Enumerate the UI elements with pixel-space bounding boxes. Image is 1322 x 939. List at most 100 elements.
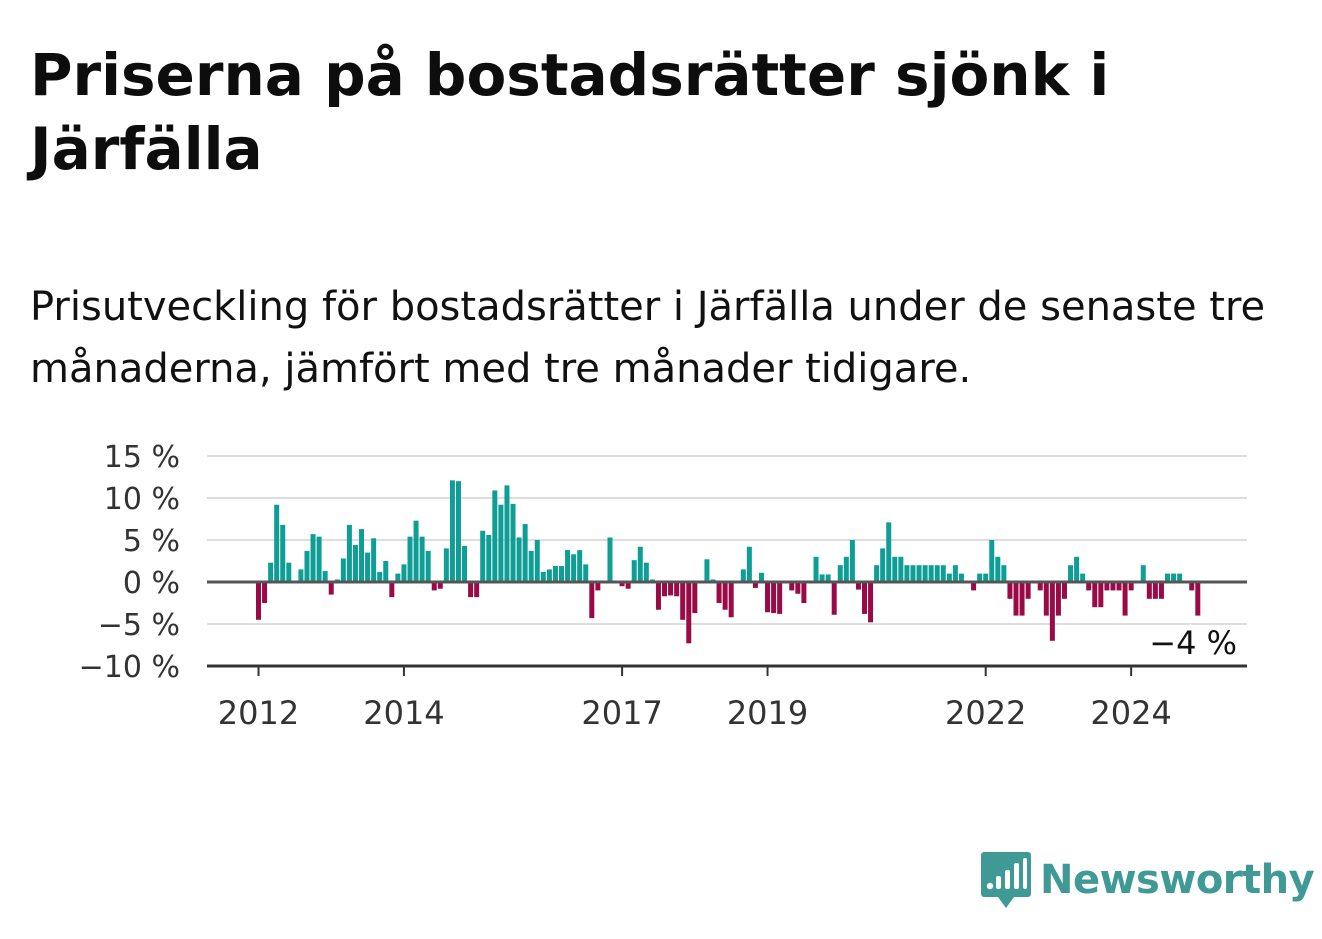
bar-negative <box>686 582 692 644</box>
bar-positive <box>546 569 552 582</box>
bar-positive <box>958 573 964 582</box>
bar-negative <box>437 582 443 589</box>
bar-positive <box>849 540 855 582</box>
bar-negative <box>595 582 601 591</box>
grid-lines <box>207 455 1247 625</box>
bar-positive <box>607 537 613 582</box>
bar-positive <box>571 554 577 582</box>
bar-positive <box>631 560 637 582</box>
bar-positive <box>746 546 752 582</box>
bar-positive <box>874 565 880 582</box>
bar-negative <box>1195 582 1201 616</box>
bar-positive <box>952 565 958 582</box>
bar-positive <box>286 562 292 582</box>
bar-negative <box>752 582 758 588</box>
bar-positive <box>559 566 564 582</box>
bar-negative <box>1061 582 1067 599</box>
bar-positive <box>383 561 389 582</box>
bar-chart: 15 % 10 % 5 % 0 % −5 % −10 % 2012 2014 2017 2019… <box>79 440 1247 732</box>
bar-negative <box>1092 582 1098 608</box>
x-tick-label: 2019 <box>727 694 808 732</box>
x-axis-ticks: 2012 2014 2017 2019 2022 2024 <box>218 666 1172 732</box>
bar-positive <box>340 558 346 582</box>
bar-positive <box>455 481 461 582</box>
y-tick-label: −10 % <box>79 650 180 685</box>
bar-positive <box>995 556 1001 582</box>
bar-negative <box>1146 582 1152 599</box>
bar-negative <box>1013 582 1019 616</box>
y-tick-label: −5 % <box>98 608 180 643</box>
bar-positive <box>316 536 322 582</box>
bar-positive <box>298 569 304 582</box>
bar-positive <box>510 503 516 582</box>
bar-negative <box>777 582 783 614</box>
bar-positive <box>346 524 352 582</box>
bar-positive <box>916 565 922 582</box>
bar-negative <box>262 582 268 603</box>
bar-negative <box>1007 582 1013 599</box>
bar-positive <box>268 562 274 582</box>
bar-positive <box>904 565 910 582</box>
x-tick-label: 2022 <box>945 694 1026 732</box>
bar-positive <box>480 530 486 582</box>
bar-negative <box>328 582 334 595</box>
bar-positive <box>922 565 928 582</box>
bar-positive <box>443 548 449 582</box>
x-tick-label: 2012 <box>218 694 299 732</box>
bar-positive <box>989 540 995 582</box>
bar-positive <box>522 524 528 582</box>
bar-positive <box>740 569 746 582</box>
bar-positive <box>359 529 365 582</box>
bar-positive <box>983 573 989 582</box>
bar-negative <box>389 582 395 598</box>
bar-negative <box>468 582 474 598</box>
bar-negative <box>771 582 777 614</box>
bar-negative <box>855 582 861 590</box>
bar-positive <box>504 485 510 582</box>
brand-logo: Newsworthy <box>980 850 1315 910</box>
bar-positive <box>516 537 522 582</box>
chart-title: Priserna på bostadsrätter sjönk i Järfäl… <box>30 41 1110 183</box>
chart-subtitle: Prisutveckling för bostadsrätter i Järfä… <box>30 284 1266 392</box>
bar-negative <box>868 582 874 623</box>
bar-negative <box>1055 582 1061 616</box>
bar-positive <box>637 546 643 582</box>
bar-negative <box>1122 582 1128 616</box>
bar-positive <box>274 504 280 582</box>
bar-negative <box>795 582 801 594</box>
brand-name: Newsworthy <box>1040 857 1315 903</box>
bar-positive <box>843 556 849 582</box>
bar-positive <box>413 520 419 582</box>
bar-positive <box>352 545 358 582</box>
bar-negative <box>789 582 795 591</box>
bar-positive <box>886 522 892 582</box>
bar-negative <box>662 582 668 597</box>
bar-positive <box>946 573 952 582</box>
bar-negative <box>1116 582 1122 591</box>
bar-positive <box>1177 573 1183 582</box>
bar-positive <box>534 540 540 582</box>
bar-positive <box>898 556 904 582</box>
bar-negative <box>1025 582 1031 599</box>
bar-negative <box>674 582 680 597</box>
bar-positive <box>1080 573 1086 582</box>
bar-positive <box>528 550 534 582</box>
bar-positive <box>280 524 286 582</box>
bar-positive <box>837 565 843 582</box>
bar-positive <box>492 490 498 582</box>
bar-positive <box>401 564 407 582</box>
bar-positive <box>1171 573 1177 582</box>
bar-negative <box>625 582 631 589</box>
bar-positive <box>395 573 401 582</box>
bar-positive <box>758 572 764 582</box>
bar-positive <box>1001 565 1007 582</box>
bar-positive <box>565 550 571 582</box>
bar-negative <box>1019 582 1025 616</box>
bar-negative <box>692 582 698 614</box>
bar-positive <box>310 534 316 582</box>
bar-positive <box>583 564 589 582</box>
bar-negative <box>1189 582 1195 591</box>
bar-negative <box>728 582 734 618</box>
bar-negative <box>474 582 480 598</box>
bar-positive <box>462 545 468 582</box>
